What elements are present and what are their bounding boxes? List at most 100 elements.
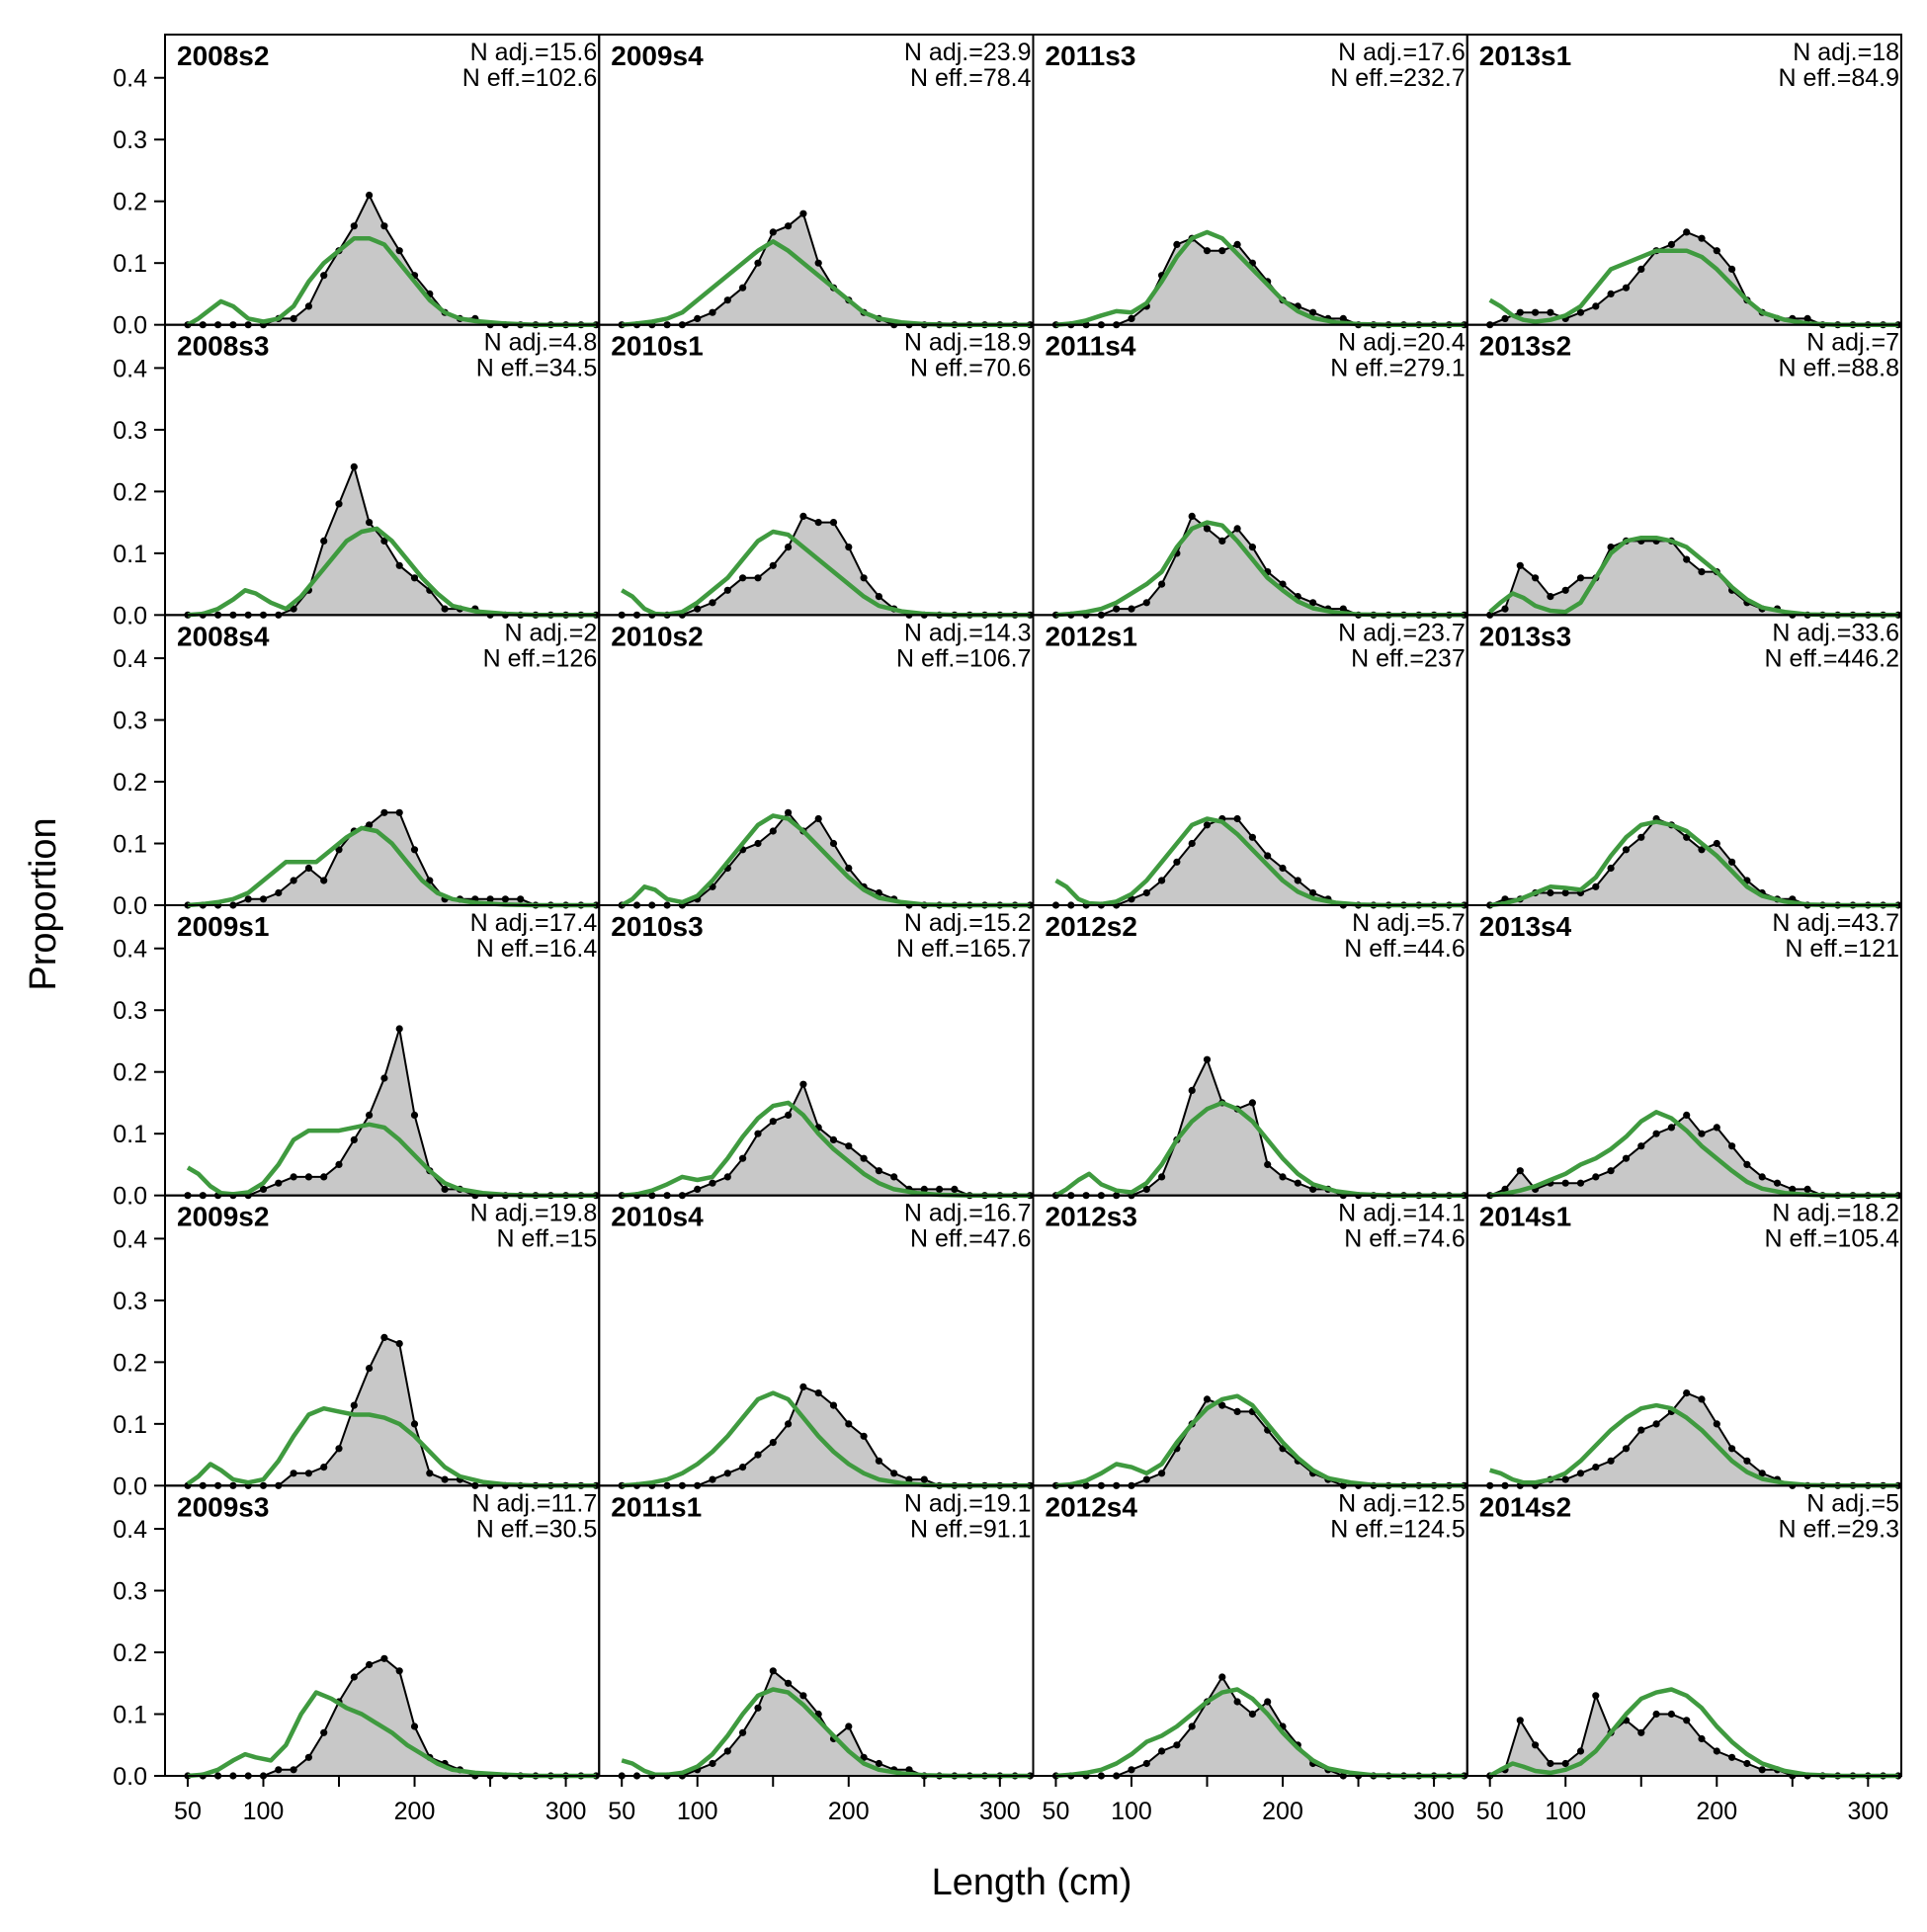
observed-point [1188, 512, 1196, 521]
observed-point [1339, 314, 1347, 322]
observed-point [1637, 265, 1645, 273]
observed-point [754, 1451, 762, 1459]
panel-2013s1: 2013s1 N adj.=18N eff.=84.9 [1466, 34, 1902, 329]
observed-point [1622, 1445, 1631, 1453]
observed-point [380, 1654, 388, 1662]
observed-point [1713, 1124, 1720, 1132]
panel-label: 2012s3 [1046, 1202, 1137, 1232]
observed-point [799, 210, 807, 217]
observed-point [275, 888, 283, 897]
x-tick-label: 100 [1111, 1798, 1152, 1825]
observed-point [1713, 839, 1720, 848]
observed-point [799, 1383, 807, 1390]
y-tick-label: 0.1 [113, 1702, 147, 1729]
observed-area [187, 1029, 597, 1196]
observed-point [1158, 1173, 1166, 1181]
panel-2012s2: 2012s2 N adj.=5.7N eff.=44.6 [1032, 904, 1468, 1200]
n-eff-label: N eff.=237 [1351, 644, 1466, 672]
observed-point [395, 561, 403, 569]
observed-point [275, 1766, 283, 1774]
observed-point [1248, 1099, 1256, 1107]
observed-point [1248, 544, 1256, 551]
n-eff-label: N eff.=91.1 [910, 1515, 1032, 1543]
observed-point [1683, 555, 1691, 563]
observed-point [754, 259, 762, 267]
panel-2012s3: 2012s3 N adj.=14.1N eff.=74.6 [1032, 1194, 1468, 1489]
observed-point [936, 1185, 944, 1193]
observed-point [259, 895, 268, 903]
observed-point [860, 574, 868, 582]
observed-point [1128, 605, 1135, 613]
observed-point [920, 1185, 928, 1193]
observed-point [1203, 1395, 1212, 1403]
y-tick-label: 0.4 [113, 1225, 147, 1253]
observed-point [1264, 1160, 1272, 1168]
panel-label: 2013s1 [1479, 41, 1571, 71]
observed-point [1758, 1173, 1766, 1181]
y-axis-title: Proportion [23, 817, 64, 990]
observed-point [860, 1154, 868, 1162]
observed-area [1055, 1059, 1465, 1196]
observed-point [1713, 247, 1720, 255]
observed-point [1576, 1470, 1585, 1477]
expected-line [186, 1405, 597, 1488]
n-eff-label: N eff.=105.4 [1765, 1225, 1900, 1253]
observed-point [395, 1025, 403, 1033]
observed-point [290, 1173, 297, 1181]
n-adj-label: N adj.=18 [1793, 39, 1899, 66]
observed-point [1203, 1055, 1212, 1063]
panel-grid: 2008s2 N adj.=15.6N eff.=102.6 2008s3 N adj… [164, 34, 1902, 1780]
panel-2009s2: 2009s2 N adj.=19.8N eff.=15 [164, 1194, 601, 1489]
observed-point [785, 222, 793, 230]
expected-line [186, 235, 597, 327]
panel-label: 2011s1 [611, 1491, 702, 1522]
observed-point [1592, 882, 1600, 890]
observed-point [366, 1365, 374, 1373]
x-tick-label: 300 [1847, 1798, 1888, 1825]
observed-point [739, 1154, 747, 1162]
observed-point [380, 537, 388, 546]
n-adj-label: N adj.=18.9 [904, 329, 1032, 357]
observed-point [1188, 839, 1196, 848]
observed-point [1142, 1185, 1150, 1193]
y-tick-label: 0.3 [113, 1288, 147, 1315]
observed-area [187, 195, 597, 325]
observed-point [1264, 1698, 1272, 1706]
observed-point [501, 895, 509, 903]
expected-line [1488, 248, 1898, 327]
panel-label: 2012s2 [1046, 911, 1137, 942]
observed-point [1698, 568, 1706, 576]
n-adj-label: N adj.=17.4 [470, 909, 598, 937]
observed-point [1142, 599, 1150, 607]
observed-point [799, 1692, 807, 1700]
n-adj-label: N adj.=43.7 [1772, 909, 1899, 937]
x-tick-label: 200 [394, 1798, 436, 1825]
observed-point [1683, 1389, 1691, 1397]
observed-point [1264, 852, 1272, 860]
n-eff-label: N eff.=78.4 [910, 64, 1032, 92]
observed-point [845, 1142, 853, 1150]
panel-label: 2012s4 [1046, 1491, 1138, 1522]
n-eff-label: N eff.=106.7 [896, 644, 1031, 672]
expected-line [1055, 520, 1465, 618]
n-adj-label: N adj.=14.1 [1338, 1200, 1466, 1227]
y-tick-label: 0.1 [113, 1121, 147, 1148]
observed-point [350, 462, 358, 470]
y-tick-label: 0.4 [113, 1516, 147, 1544]
n-adj-label: N adj.=19.8 [470, 1200, 598, 1227]
observed-point [1713, 1420, 1720, 1428]
x-tick-label: 200 [1262, 1798, 1303, 1825]
panel-2009s3: 2009s3 N adj.=11.7N eff.=30.5 [164, 1484, 601, 1780]
observed-point [1233, 240, 1241, 248]
observed-point [410, 846, 419, 854]
expected-line [187, 526, 597, 618]
observed-area [187, 812, 597, 905]
observed-point [1607, 544, 1615, 551]
observed-area [622, 213, 1031, 325]
panel-2014s2: 2014s2 N adj.=5N eff.=29.3 [1466, 1484, 1902, 1780]
n-adj-label: N adj.=16.7 [904, 1200, 1032, 1227]
panel-2011s1: 2011s1 N adj.=19.1N eff.=91.1 [598, 1484, 1035, 1780]
observed-point [486, 895, 494, 903]
panel-border [1466, 1484, 1902, 1778]
panel-label: 2013s2 [1479, 331, 1571, 362]
